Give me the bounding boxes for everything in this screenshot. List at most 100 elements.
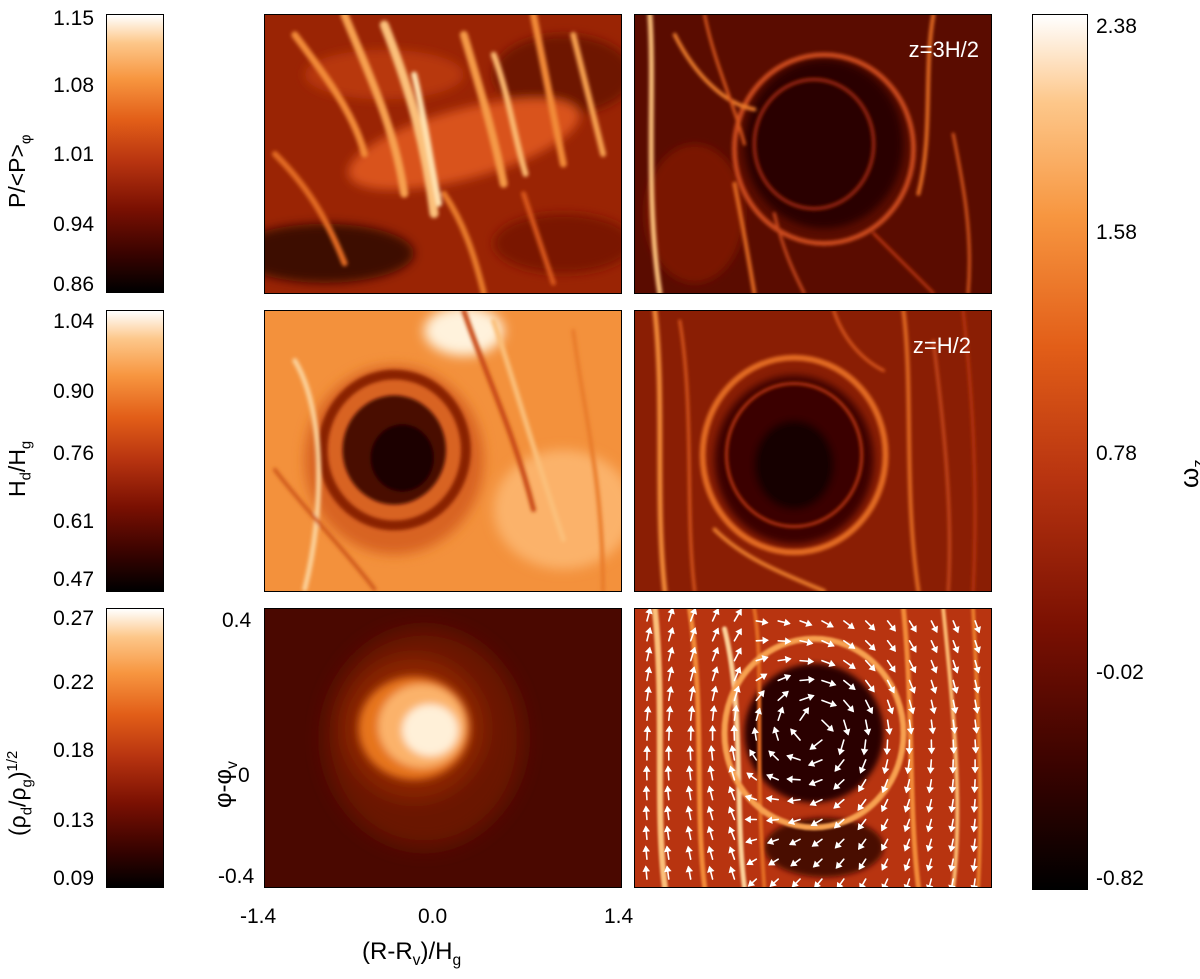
velocity-arrow-head — [735, 609, 742, 616]
velocity-arrow-head — [707, 865, 715, 873]
vorticity-tick: 2.38 — [1096, 15, 1137, 38]
velocity-arrow-head — [790, 728, 798, 736]
velocity-arrow-head — [888, 686, 895, 694]
x-tick: -1.4 — [240, 905, 277, 928]
velocity-arrow-head — [909, 665, 917, 674]
velocity-arrow-head — [881, 785, 889, 794]
velocity-arrow-head — [971, 767, 979, 774]
velocity-arrow-head — [858, 842, 865, 851]
velocity-arrow-head — [905, 748, 914, 755]
velocity-arrow-head — [972, 726, 980, 734]
vorticity-tick: -0.02 — [1096, 661, 1144, 684]
velocity-arrow-head — [706, 825, 715, 833]
velocity-arrow-head — [827, 640, 835, 648]
velocity-arrow-head — [807, 657, 815, 666]
pressure-axis-label: P/<P>φ — [4, 134, 35, 208]
velocity-arrow-head — [728, 765, 736, 773]
velocity-arrow-head — [685, 865, 694, 873]
velocity-arrow-head — [765, 795, 773, 803]
velocity-arrow-head — [667, 609, 675, 615]
velocity-arrow-head — [970, 786, 979, 794]
velocity-arrow-head — [836, 881, 844, 887]
velocity-arrow-head — [706, 845, 715, 853]
velocity-arrow-head — [665, 705, 674, 713]
velocity-arrow-head — [728, 785, 736, 794]
vorticity-tick: 0.78 — [1096, 442, 1137, 465]
velocity-arrow-head — [786, 775, 793, 784]
velocity-arrow-head — [802, 707, 810, 715]
rho-colorbar — [106, 608, 164, 888]
velocity-arrow-head — [868, 623, 876, 631]
velocity-arrow-head — [734, 666, 742, 674]
velocity-arrow-head — [643, 725, 652, 733]
velocity-arrow-head — [644, 666, 653, 674]
pressure-tick: 1.15 — [53, 7, 94, 30]
velocity-arrow-head — [666, 666, 675, 674]
velocity-arrow-head — [883, 748, 891, 755]
vorticity-middle-panel: z=H/2 — [634, 310, 992, 592]
velocity-arrow-head — [829, 700, 838, 708]
velocity-arrow-head — [903, 786, 912, 794]
velocity-arrow-head — [784, 655, 792, 664]
velocity-arrow-shaft — [928, 878, 933, 887]
velocity-arrow-head — [735, 628, 742, 636]
velocity-arrow-head — [772, 726, 780, 734]
hd-tick: 0.76 — [53, 442, 94, 465]
velocity-arrow-head — [948, 806, 956, 813]
velocity-arrow-head — [834, 841, 842, 849]
velocity-arrow-head — [881, 767, 890, 775]
velocity-arrow-head — [888, 665, 896, 673]
velocity-arrow-head — [951, 686, 959, 694]
velocity-arrow-head — [642, 845, 650, 853]
velocity-arrow-head — [952, 646, 960, 654]
velocity-arrow-head — [950, 727, 958, 734]
velocity-arrow-head — [729, 745, 737, 752]
velocity-arrow-head — [926, 786, 934, 794]
velocity-arrow-head — [728, 806, 736, 814]
velocity-arrow-head — [909, 645, 917, 653]
velocity-arrow-head — [973, 666, 981, 674]
velocity-arrow-head — [707, 765, 715, 773]
velocity-arrow-head — [708, 724, 717, 732]
velocity-arrow-head — [970, 825, 979, 833]
velocity-arrow-head — [810, 819, 818, 827]
vorticity-tick: -0.82 — [1096, 867, 1144, 890]
pressure-tick: 1.08 — [53, 74, 94, 97]
velocity-arrow-head — [926, 805, 934, 813]
velocity-arrow-head — [751, 727, 760, 734]
pressure-map-panel — [264, 14, 622, 294]
x-axis-label: (R-Rv)/Hg — [362, 938, 462, 969]
velocity-arrow-head — [642, 765, 651, 772]
velocity-arrow-head — [744, 794, 753, 802]
velocity-arrow-head — [645, 609, 653, 615]
velocity-arrow-head — [783, 618, 791, 627]
velocity-arrow-head — [906, 727, 915, 735]
velocity-arrow-head — [881, 843, 888, 852]
velocity-arrow-head — [687, 725, 695, 732]
vorticity-velocity-panel — [634, 608, 992, 888]
velocity-arrow-head — [970, 884, 978, 887]
velocity-arrow-head — [931, 625, 938, 633]
velocity-arrow-head — [929, 707, 937, 715]
velocity-arrow-head — [686, 745, 695, 752]
velocity-arrow-head — [664, 765, 673, 772]
velocity-arrow-head — [903, 883, 911, 887]
hd-tick: 0.61 — [53, 510, 94, 533]
velocity-arrow-head — [664, 805, 672, 813]
velocity-arrow-head — [730, 724, 738, 732]
scale-height-panel — [264, 310, 622, 592]
velocity-arrow-head — [848, 683, 856, 691]
velocity-arrow-head — [903, 805, 911, 813]
velocity-arrow-head — [643, 705, 652, 713]
velocity-arrow-head — [809, 799, 817, 807]
velocity-arrow-head — [769, 879, 777, 887]
velocity-arrow-head — [848, 642, 856, 649]
velocity-arrow-head — [746, 772, 754, 780]
velocity-arrow-head — [858, 862, 866, 870]
velocity-arrow-head — [859, 882, 866, 887]
velocity-arrow-head — [664, 745, 673, 752]
vorticity-tick: 1.58 — [1096, 221, 1137, 244]
velocity-arrow-head — [712, 609, 720, 616]
velocity-arrow-shaft — [973, 878, 976, 887]
velocity-arrow-shaft — [950, 878, 955, 887]
